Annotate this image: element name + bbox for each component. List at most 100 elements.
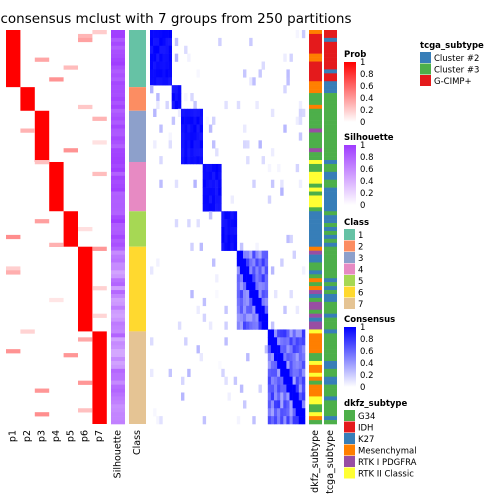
consensus-cell (162, 53, 166, 62)
consensus-cell (270, 360, 275, 370)
consensus-cell (184, 124, 188, 133)
consensus-cell (239, 384, 244, 393)
consensus-cell (286, 376, 290, 385)
silhouette-cell (111, 392, 125, 397)
consensus-cell (190, 108, 194, 117)
consensus-cell (230, 227, 234, 236)
consensus-cell (174, 219, 179, 228)
consensus-cell (301, 108, 306, 117)
silhouette-cell (111, 77, 125, 82)
silhouette-cell (111, 309, 125, 314)
consensus-cell (174, 85, 179, 94)
consensus-cell (283, 400, 287, 409)
consensus-cell (187, 368, 191, 378)
silhouette-cell (111, 412, 125, 417)
membership-cell (78, 37, 93, 43)
consensus-cell (295, 360, 300, 370)
silhouette-cell (111, 313, 125, 318)
consensus-cell (168, 37, 172, 47)
consensus-cell (264, 345, 269, 354)
consensus-cell (249, 297, 253, 307)
consensus-cell (289, 353, 293, 362)
consensus-cell (233, 219, 238, 228)
tcga-subtype-cell (324, 73, 337, 78)
consensus-cell (289, 337, 293, 346)
consensus-cell (196, 305, 200, 314)
silhouette-cell (111, 368, 125, 374)
silhouette-cell (111, 270, 125, 275)
consensus-cell (190, 140, 194, 149)
consensus-cell (215, 163, 219, 173)
silhouette-cell (111, 416, 125, 421)
consensus-cell (199, 148, 203, 157)
prob-legend-title: Prob (344, 50, 366, 60)
consensus-cell (286, 345, 290, 354)
consensus-cell (283, 124, 287, 133)
consensus-cell (190, 132, 194, 141)
annotation-columns (309, 30, 337, 425)
silhouette-cell (111, 223, 125, 228)
consensus-cell (196, 140, 200, 149)
consensus-cell (255, 274, 259, 283)
membership-block-7 (92, 331, 107, 424)
consensus-cell (277, 345, 281, 354)
consensus-cell (292, 337, 296, 346)
membership-cell (34, 219, 50, 224)
tcga-subtype-cell (324, 230, 337, 236)
dkfz-subtype-cell (309, 227, 322, 232)
consensus-cell (295, 116, 300, 125)
consensus-cell (205, 171, 210, 181)
silhouette-cell (111, 211, 125, 216)
silhouette-cell (111, 246, 125, 251)
tcga-subtype-cell (324, 89, 337, 94)
consensus-cell (270, 384, 275, 393)
consensus-cell (261, 61, 265, 70)
consensus-cell (199, 116, 203, 125)
consensus-cell (277, 376, 281, 385)
tcga-subtype-cell (324, 112, 337, 117)
dkfz-subtype-cell (309, 337, 322, 342)
silhouette-cell (111, 345, 125, 350)
consensus-cell (246, 282, 250, 291)
consensus-cell (202, 163, 207, 173)
tcga-subtype-cell (324, 69, 337, 74)
consensus-cell (218, 37, 222, 47)
dkfz-subtype-cell (309, 408, 322, 413)
consensus-cell (221, 211, 225, 220)
consensus-cell (156, 77, 160, 86)
membership-cell (34, 412, 50, 417)
consensus-cell (258, 313, 262, 322)
consensus-cell (286, 337, 290, 346)
consensus-cell (283, 368, 287, 378)
consensus-cell (181, 392, 185, 401)
tcga-subtype-cell (324, 270, 337, 275)
consensus-cell (277, 353, 281, 362)
consensus-cell (280, 187, 284, 196)
consensus-cell (280, 376, 284, 385)
consensus-cell (215, 148, 219, 157)
tcga-subtype-cell (324, 53, 337, 58)
consensus-cell (283, 345, 287, 354)
consensus-cell (233, 211, 238, 220)
consensus-cell (221, 242, 225, 251)
consensus-cell (261, 258, 265, 267)
consensus-cell (289, 416, 293, 425)
consensus-cell (289, 360, 293, 370)
silhouette-cell (111, 384, 125, 389)
class-legend-label: 4 (358, 266, 363, 276)
class-block-5 (129, 211, 146, 247)
silhouette-cell (111, 380, 125, 385)
tcga-subtype-cell (324, 85, 337, 90)
tcga-subtype-legend-swatch (420, 63, 431, 75)
tcga-subtype-cell (324, 183, 337, 188)
dkfz-subtype-cell (309, 120, 322, 125)
membership-cell (92, 30, 107, 35)
consensus-cell (292, 345, 296, 354)
tcga-subtype-cell (324, 136, 337, 141)
consensus-cell (190, 116, 194, 125)
consensus-cell (274, 345, 278, 354)
consensus-cell (233, 227, 238, 236)
tcga-subtype-cell (324, 199, 337, 204)
tcga-subtype-cell (324, 392, 337, 397)
